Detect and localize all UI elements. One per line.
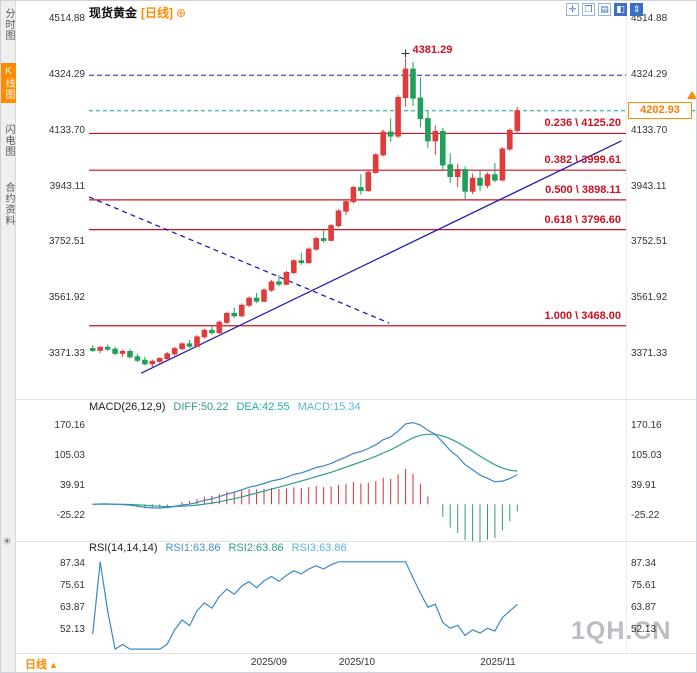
period-tag: [日线]: [141, 6, 174, 20]
fib-level-label: 0.618 \ 3796.60: [544, 213, 621, 226]
macd-title: MACD(26,12,9): [89, 401, 166, 413]
price-axis-tick: 3752.51: [631, 236, 668, 248]
high-marker: [401, 49, 410, 58]
date-label: 2025/11: [480, 657, 516, 668]
add-indicator-icon[interactable]: ⊕: [176, 6, 187, 20]
fib-level-label: 0.382 \ 3999.61: [544, 154, 621, 167]
macd-dea-value: DEA:42.55: [236, 401, 290, 413]
chart-header: 现货黄金 [日线] ⊕: [89, 4, 186, 21]
price-axis-tick: 4514.88: [48, 13, 85, 25]
chart-toolbar: ✛ ❐ ▤ ◧ ⇕: [563, 3, 643, 21]
sidebar-tab-contract-info[interactable]: 合约资料: [3, 182, 14, 226]
macd-axis-tick: 170.16: [631, 419, 662, 431]
price-axis-tick: 3561.92: [631, 292, 668, 304]
price-axis-tick: 4133.70: [631, 124, 668, 136]
rsi-line: [92, 561, 518, 651]
rsi-title: RSI(14,14,14): [89, 542, 158, 554]
windows-icon[interactable]: ❐: [582, 3, 595, 16]
price-axis-tick: 3561.92: [48, 292, 85, 304]
rsi-axis-tick: 87.34: [631, 557, 657, 569]
price-axis-tick: 3943.11: [49, 180, 85, 192]
period-selector[interactable]: 日线 ▲: [25, 656, 58, 672]
rsi-axis-tick: 63.87: [631, 602, 657, 614]
fib-level-label: 0.236 \ 4125.20: [544, 117, 621, 130]
price-axis-tick: 3371.33: [631, 348, 668, 360]
price-axis-tick: 3371.33: [48, 348, 85, 360]
sidebar-tab-kline-chart[interactable]: K线图: [1, 63, 16, 103]
last-price-tag: 4202.93: [628, 101, 692, 119]
symbol-title: 现货黄金: [89, 6, 138, 20]
panel-separators: [16, 15, 696, 654]
layout-icon[interactable]: ◧: [614, 3, 627, 16]
candles-layer: [89, 58, 521, 368]
rsi-axis-tick: 52.13: [631, 624, 657, 636]
rsi-axis-tick: 63.87: [59, 602, 85, 614]
trendlines: [88, 140, 622, 374]
price-axis-tick: 4324.29: [48, 69, 85, 81]
fib-level-label: 0.500 \ 3898.11: [545, 183, 621, 196]
rsi2-value: RSI2:63.86: [228, 542, 284, 554]
macd-axis-tick: -25.22: [56, 509, 85, 521]
rsi1-value: RSI1:63.86: [165, 542, 221, 554]
list-icon[interactable]: ▤: [598, 3, 611, 16]
macd-diff-value: DIFF:50.22: [173, 401, 229, 413]
date-label: 2025/10: [338, 657, 376, 668]
fibonacci-lines: [89, 132, 626, 327]
left-tab-strip: ☀ 分时图 K线图闪电图合约资料: [1, 1, 16, 672]
chevron-up-icon: ▲: [49, 660, 58, 670]
macd-lines: [92, 421, 518, 509]
price-axis-tick: 4133.70: [48, 124, 85, 136]
latest-price-arrow[interactable]: [687, 90, 696, 99]
scale-icon[interactable]: ⇕: [630, 3, 643, 16]
price-axis-tick: 3943.11: [631, 180, 667, 192]
price-axis-tick: 3752.51: [48, 236, 85, 248]
rsi-axis-tick: 52.13: [59, 624, 85, 636]
macd-axis-tick: 39.91: [631, 479, 657, 491]
period-selector-label: 日线: [25, 659, 47, 671]
high-annotation: 4381.29: [412, 43, 453, 56]
rsi-axis-tick: 87.34: [59, 557, 85, 569]
rsi3-value: RSI3:63.86: [291, 542, 347, 554]
date-label: 2025/09: [250, 657, 288, 668]
price-axis-tick: 4324.29: [631, 69, 668, 81]
macd-axis-tick: 170.16: [54, 419, 85, 431]
price-axis-tick: 4514.88: [631, 13, 668, 25]
macd-axis-tick: 105.03: [631, 449, 662, 461]
rsi-indicator-header: RSI(14,14,14) RSI1:63.86 RSI2:63.86 RSI3:63…: [89, 542, 355, 554]
macd-axis-tick: 105.03: [54, 449, 85, 461]
watermark: 1QH.CN: [571, 617, 672, 645]
fib-level-label: 1.000 \ 3468.00: [544, 309, 621, 322]
macd-axis-tick: 39.91: [59, 479, 85, 491]
macd-histogram: [99, 468, 518, 543]
macd-axis-tick: -25.22: [631, 509, 660, 521]
rsi-axis-tick: 75.61: [631, 580, 657, 592]
macd-indicator-header: MACD(26,12,9) DIFF:50.22 DEA:42.55 MACD:15.…: [89, 401, 369, 413]
settings-icon[interactable]: ☀: [2, 536, 12, 548]
move-icon[interactable]: ✛: [566, 3, 579, 16]
rsi-axis-tick: 75.61: [59, 580, 85, 592]
macd-hist-value: MACD:15.34: [297, 401, 361, 413]
sidebar-tab-time-chart[interactable]: 分时图: [3, 8, 14, 41]
sidebar-tab-flash-chart[interactable]: 闪电图: [3, 124, 14, 157]
